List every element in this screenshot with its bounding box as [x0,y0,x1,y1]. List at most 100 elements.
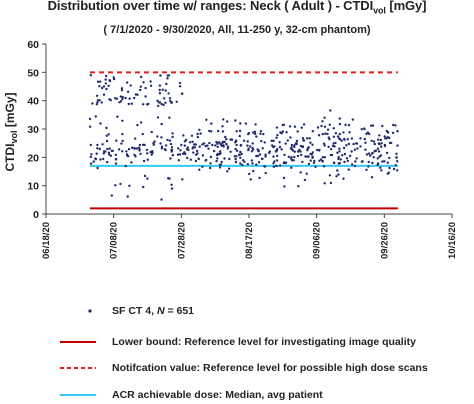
data-point [102,93,106,96]
data-point [126,90,130,94]
data-point [178,153,182,156]
data-point [217,153,221,156]
data-point [99,122,102,125]
data-point [363,137,366,141]
data-point [160,122,163,126]
data-point [192,143,196,146]
data-point [156,135,159,138]
data-point [135,147,139,150]
data-point [376,147,380,150]
data-point [258,153,262,156]
data-point [370,176,374,179]
data-point [142,103,145,106]
data-point [282,176,286,180]
data-point [166,77,169,80]
data-point [264,153,267,156]
data-point [288,125,292,128]
chart-subtitle: ( 7/1/2020 - 9/30/2020, All, 11-250 y, 3… [103,24,371,36]
data-point [241,163,244,167]
data-point [170,146,174,149]
data-point [198,128,201,131]
data-point [293,155,296,159]
data-point [239,144,243,147]
data-point [109,154,113,157]
data-point [394,124,397,127]
data-point [312,161,316,165]
data-point [160,198,163,201]
data-point [90,153,93,156]
data-point [108,153,111,156]
y-tick-label: 40 [27,96,39,108]
data-point [96,101,99,104]
data-point [126,195,129,198]
data-point [88,117,92,121]
data-point [387,171,390,174]
data-point [313,159,316,163]
data-point [115,139,118,142]
data-point [121,119,124,123]
data-point [204,159,207,162]
data-point [247,147,250,150]
data-points [88,74,399,201]
data-point [316,148,319,152]
data-point [343,137,346,141]
data-point [297,185,300,188]
data-point [347,124,351,127]
data-point [359,145,362,148]
data-point [299,144,303,148]
data-point [140,75,143,79]
data-point [159,142,162,145]
data-point [208,166,212,170]
data-point [321,159,324,163]
data-point [293,144,296,147]
data-point [351,118,354,121]
data-point [171,132,174,135]
data-point [338,162,341,165]
data-point [338,122,342,126]
data-point [381,160,384,163]
data-point [196,132,199,136]
data-point [102,157,105,161]
data-point [146,158,149,161]
data-point [322,165,326,168]
data-point [396,144,399,147]
data-point [367,152,371,155]
data-point [164,101,167,105]
data-point [156,116,160,119]
data-point [321,156,324,159]
data-point [388,166,391,170]
data-point [254,132,257,136]
data-point [216,157,219,160]
data-point [328,138,331,141]
data-point [323,182,326,185]
data-point [337,155,340,159]
data-point [317,134,321,137]
data-point [394,164,397,167]
data-point [329,181,333,185]
data-point [195,149,199,153]
data-point [250,150,254,153]
data-point [160,136,163,139]
data-point [159,74,162,77]
data-point [377,142,380,145]
data-point [290,143,294,147]
data-point [253,130,257,133]
data-point [143,174,147,178]
data-point [249,178,252,181]
data-point [303,178,307,182]
data-point [323,156,326,159]
data-point [302,139,306,142]
data-point [108,79,112,83]
data-point [142,81,145,84]
data-point [247,132,250,136]
data-point [334,141,337,145]
data-point [311,151,314,154]
data-point [226,147,229,150]
data-point [275,136,278,139]
x-tick-label: 07/08/20 [109,222,120,259]
data-point [175,100,178,104]
data-point [392,123,395,127]
data-point [286,139,289,142]
